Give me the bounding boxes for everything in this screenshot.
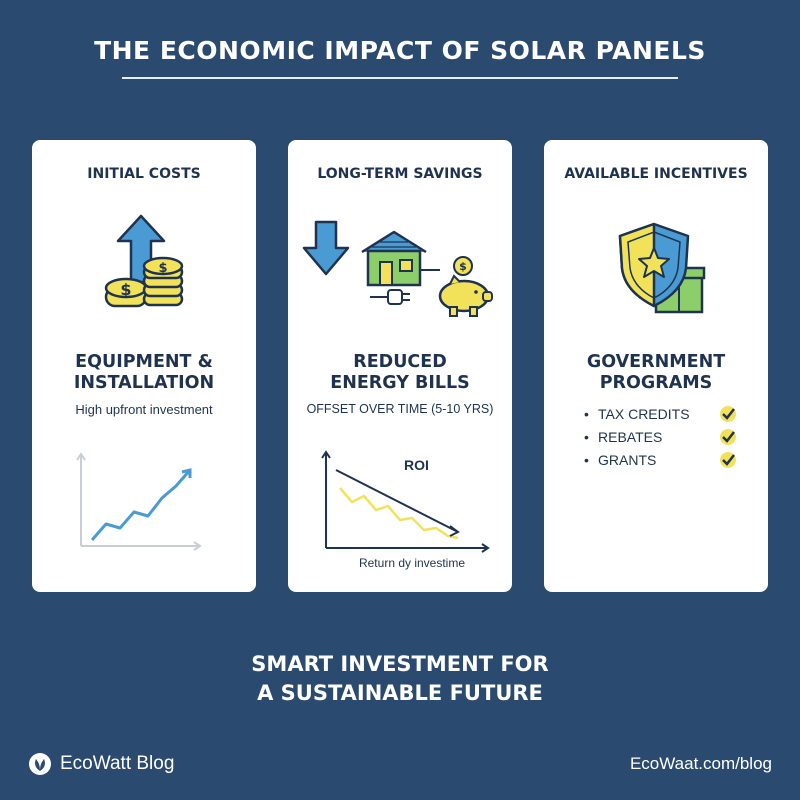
growth-chart xyxy=(76,452,202,551)
brand-name: EcoWatt Blog xyxy=(60,753,175,774)
card-heading: INITIAL COSTS xyxy=(87,166,201,182)
card-main-line1: REDUCED xyxy=(353,352,447,372)
card-main-line2: INSTALLATION xyxy=(73,373,215,393)
list-item-label: REBATES xyxy=(598,429,663,445)
list-item: • GRANTS xyxy=(584,452,744,475)
piggy-bank-icon: $ xyxy=(438,256,493,317)
list-item: • TAX CREDITS xyxy=(584,406,744,429)
card-description: OFFSET OVER TIME (5-10 YRS) xyxy=(306,402,494,416)
shield-star-icon xyxy=(618,222,690,308)
title-divider xyxy=(122,77,678,79)
coin-stack-icon: $ $ xyxy=(104,256,184,308)
page-title: THE ECONOMIC IMPACT OF SOLAR PANELS xyxy=(94,36,706,65)
arrow-down-icon xyxy=(302,220,350,276)
svg-text:$: $ xyxy=(459,260,467,273)
chart-label: ROI xyxy=(404,457,429,473)
roi-trend-line xyxy=(335,469,459,533)
roi-chart: ROI xyxy=(321,450,490,553)
solar-house-icon xyxy=(361,230,440,287)
card-main-line2: PROGRAMS xyxy=(599,373,713,393)
list-item: • REBATES xyxy=(584,429,744,452)
bullet: • xyxy=(584,452,589,468)
plug-icon xyxy=(370,289,410,305)
card-main-line2: ENERGY BILLS xyxy=(330,373,470,393)
card-initial-costs: INITIAL COSTS $ $ EQUIPMENT & INSTALLATI… xyxy=(32,140,256,592)
tagline-line2: A SUSTAINABLE FUTURE xyxy=(257,681,543,705)
svg-text:$: $ xyxy=(158,261,167,276)
card-available-incentives: AVAILABLE INCENTIVES GOVERNMENT PROGRAMS… xyxy=(544,140,768,592)
checkmark-icon xyxy=(720,429,736,445)
card-long-term-savings: LONG-TERM SAVINGS $ REDUCED ENERGY BILLS… xyxy=(288,140,512,592)
card-description: High upfront investment xyxy=(75,402,213,417)
checkmark-icon xyxy=(720,406,736,422)
svg-text:$: $ xyxy=(120,280,131,299)
tagline: SMART INVESTMENT FOR A SUSTAINABLE FUTUR… xyxy=(0,650,800,708)
growth-line xyxy=(90,469,192,541)
bullet: • xyxy=(584,406,589,422)
site-url[interactable]: EcoWaat.com/blog xyxy=(629,754,772,773)
card-heading: LONG-TERM SAVINGS xyxy=(317,166,483,182)
card-main-line1: EQUIPMENT & xyxy=(75,352,213,372)
savings-line xyxy=(339,487,459,540)
leaf-logo-icon xyxy=(29,753,51,775)
tagline-line1: SMART INVESTMENT FOR xyxy=(251,652,549,676)
bullet: • xyxy=(584,429,589,445)
chart-caption: Return dy investime xyxy=(358,556,466,570)
incentive-list: • TAX CREDITS • REBATES • GRANTS xyxy=(584,406,744,475)
card-main-line1: GOVERNMENT xyxy=(586,352,726,372)
card-heading: AVAILABLE INCENTIVES xyxy=(564,166,748,182)
checkmark-icon xyxy=(720,452,736,468)
list-item-label: GRANTS xyxy=(598,452,657,468)
list-item-label: TAX CREDITS xyxy=(598,406,690,422)
